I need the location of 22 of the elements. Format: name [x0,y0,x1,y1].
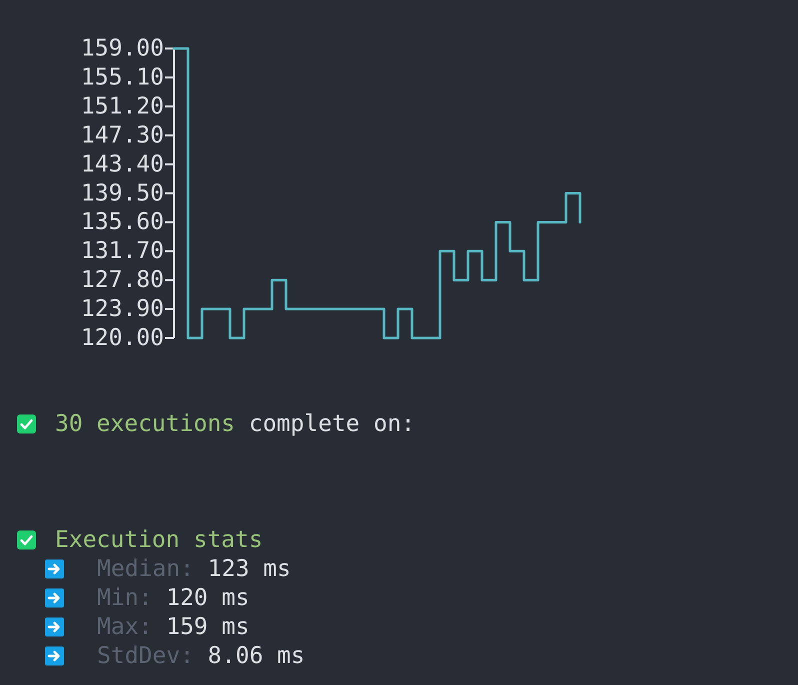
text: 120 ms [166,585,250,611]
y-tick-label: 147.30 [80,122,164,148]
y-tick-label: 155.10 [80,64,164,90]
y-tick-label: 143.40 [80,151,164,178]
y-tick-label: 159.00 [80,36,164,62]
y-tick-label: 120.00 [80,325,164,351]
y-tick-label: 139.50 [80,180,164,206]
y-tick-label: 135.60 [80,209,164,236]
text: Max: [97,614,152,640]
y-tick-label: 131.70 [80,238,164,264]
y-tick-label: 123.90 [80,296,164,322]
text: Execution stats [55,527,263,553]
y-tick-label: 127.80 [80,267,164,294]
text: complete on: [248,411,416,437]
text: 159 ms [166,614,250,640]
y-tick-label: 151.20 [80,93,164,120]
text: Min: [97,585,152,611]
text: 123 ms [208,556,291,582]
text: Median: [97,556,194,582]
text: 8.06 ms [208,643,305,669]
text: 30 executions [55,411,236,437]
text: StdDev: [97,643,194,669]
